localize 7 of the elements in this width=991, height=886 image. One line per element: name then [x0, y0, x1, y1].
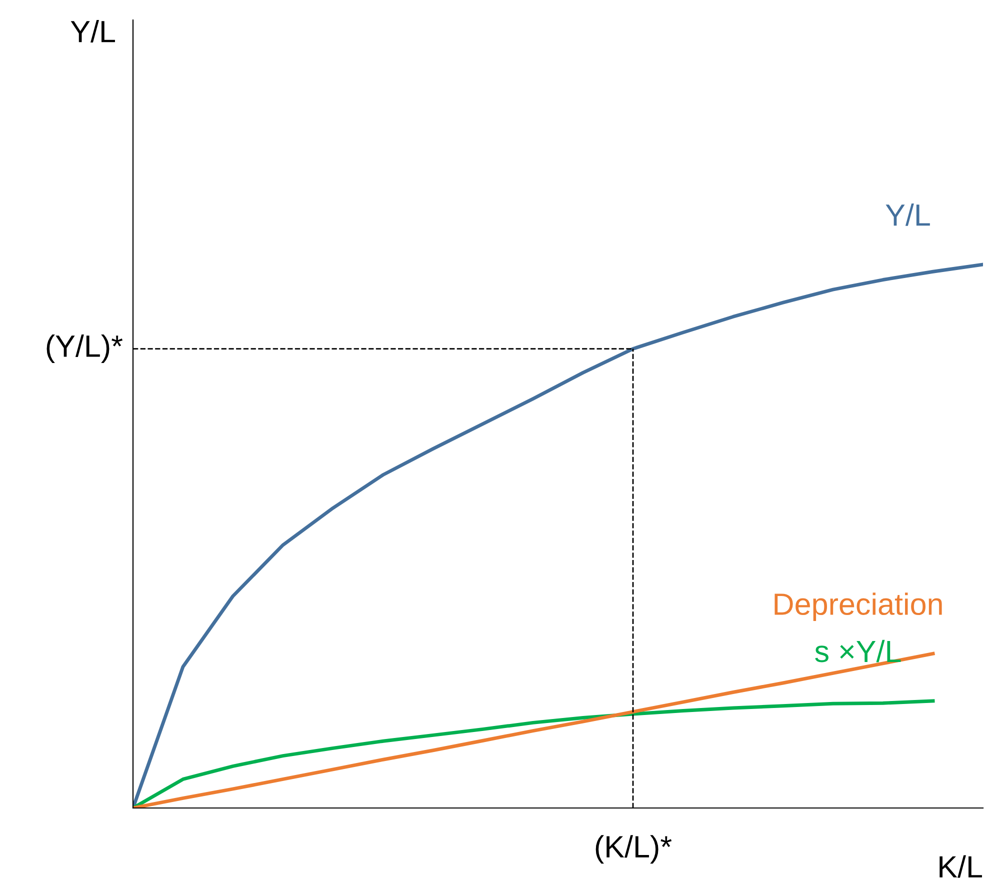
text: Y/L: [70, 20, 115, 42]
series-label: Y/L: [886, 203, 930, 226]
series-label: s ×Y/L: [815, 640, 901, 662]
series-label: Depreciation: [774, 592, 942, 622]
x-axis-title: K/L: [940, 855, 982, 878]
ref-line-label: (Y/L)*: [46, 334, 123, 364]
text: (K/L)*: [596, 835, 672, 864]
